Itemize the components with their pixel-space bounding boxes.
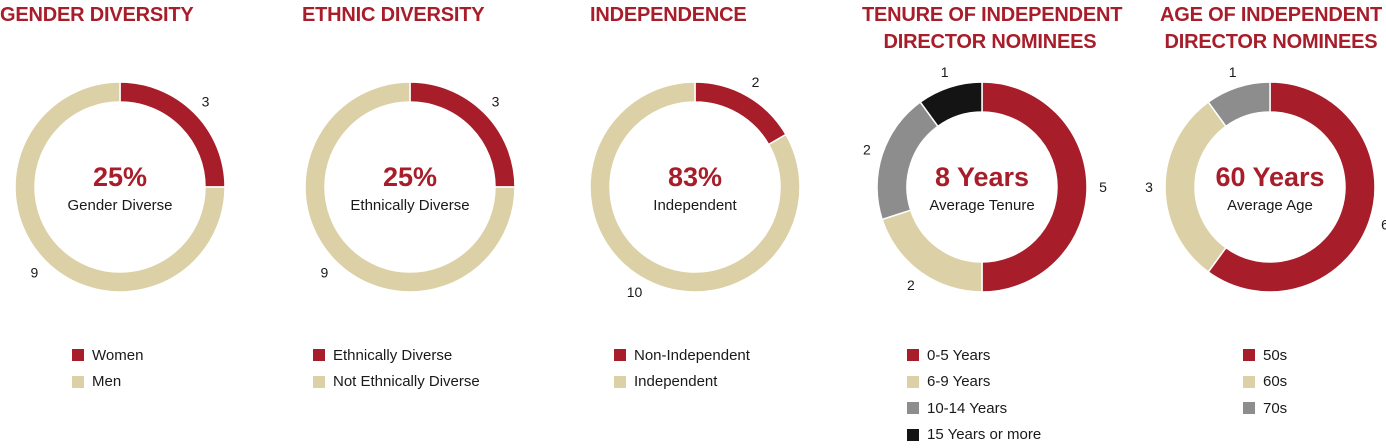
value-label-ethnically-diverse: 3	[492, 93, 500, 109]
legend-label: Independent	[634, 373, 717, 390]
slice-6-9-years	[882, 210, 982, 292]
chart-title-line-1: TENURE OF INDEPENDENT	[862, 4, 1122, 26]
center-value: 83%	[668, 162, 722, 192]
chart-title-line-1: AGE OF INDEPENDENT	[1160, 4, 1382, 26]
age-legend: 50s 60s 70s	[1243, 342, 1287, 422]
legend-label: Not Ethnically Diverse	[333, 373, 480, 390]
gender-diversity-donut: 3 9 25% Gender Diverse	[0, 70, 260, 310]
value-label-10-14-years: 2	[863, 142, 871, 158]
legend-label: 6-9 Years	[927, 373, 990, 390]
center-label: Average Tenure	[929, 197, 1034, 214]
legend-label: 15 Years or more	[927, 426, 1041, 443]
legend-swatch	[907, 429, 919, 441]
center-value: 60 Years	[1215, 162, 1324, 192]
independence-legend: Non-Independent Independent	[614, 342, 750, 395]
center-label: Ethnically Diverse	[350, 197, 469, 214]
legend-swatch	[1243, 349, 1255, 361]
legend-label: 50s	[1263, 347, 1287, 364]
ethnic-diversity-donut: 3 9 25% Ethnically Diverse	[302, 70, 562, 310]
legend-item-women: Women	[72, 342, 143, 369]
independence-donut: 2 10 83% Independent	[590, 70, 850, 310]
legend-item-15-years-or-more: 15 Years or more	[907, 422, 1041, 448]
legend-swatch	[907, 376, 919, 388]
value-label-non-independent: 2	[752, 74, 760, 90]
legend-swatch	[907, 402, 919, 414]
legend-label: Women	[92, 347, 143, 364]
tenure-panel: TENURE OF INDEPENDENT DIRECTOR NOMINEES …	[862, 0, 1122, 448]
chart-title: ETHNIC DIVERSITY	[302, 2, 484, 29]
tenure-legend: 0-5 Years 6-9 Years 10-14 Years 15 Years or…	[907, 342, 1041, 448]
value-label-50s: 6	[1381, 216, 1386, 232]
center-label: Gender Diverse	[67, 197, 172, 214]
legend-swatch	[1243, 376, 1255, 388]
legend-swatch	[614, 376, 626, 388]
value-label-15-years-or-more: 1	[941, 64, 949, 80]
legend-label: 60s	[1263, 373, 1287, 390]
center-value: 25%	[383, 162, 437, 192]
legend-label: 70s	[1263, 400, 1287, 417]
value-label-not-ethnically-diverse: 9	[321, 265, 329, 281]
legend-item-50s: 50s	[1243, 342, 1287, 369]
center-value: 8 Years	[935, 162, 1029, 192]
chart-title: INDEPENDENCE	[590, 2, 747, 29]
value-label-men: 9	[31, 265, 39, 281]
value-label-women: 3	[202, 93, 210, 109]
chart-title: GENDER DIVERSITY	[0, 2, 194, 29]
legend-label: Non-Independent	[634, 347, 750, 364]
value-label-independent: 10	[627, 284, 643, 300]
gender-diversity-legend: Women Men	[72, 342, 143, 395]
legend-label: 10-14 Years	[927, 400, 1007, 417]
legend-item-60s: 60s	[1243, 369, 1287, 396]
legend-item-70s: 70s	[1243, 395, 1287, 422]
ethnic-diversity-panel: ETHNIC DIVERSITY 3 9 25% Ethnically Diverse…	[302, 0, 592, 448]
legend-label: Ethnically Diverse	[333, 347, 452, 364]
legend-swatch	[72, 349, 84, 361]
legend-item-not-ethnically-diverse: Not Ethnically Diverse	[313, 369, 480, 396]
center-label: Average Age	[1227, 197, 1313, 214]
chart-title-line-2: DIRECTOR NOMINEES	[1165, 31, 1378, 53]
legend-item-10-14-years: 10-14 Years	[907, 395, 1041, 422]
legend-item-ethnically-diverse: Ethnically Diverse	[313, 342, 480, 369]
slice-non-independent	[695, 82, 786, 145]
value-label-70s: 1	[1229, 64, 1237, 80]
legend-item-non-independent: Non-Independent	[614, 342, 750, 369]
legend-swatch	[313, 376, 325, 388]
chart-title: TENURE OF INDEPENDENT DIRECTOR NOMINEES	[862, 2, 1118, 56]
legend-swatch	[72, 376, 84, 388]
center-value: 25%	[93, 162, 147, 192]
legend-item-6-9-years: 6-9 Years	[907, 369, 1041, 396]
chart-title-line-2: DIRECTOR NOMINEES	[884, 31, 1097, 53]
ethnic-diversity-legend: Ethnically Diverse Not Ethnically Diverse	[313, 342, 480, 395]
legend-swatch	[907, 349, 919, 361]
value-label-0-5-years: 5	[1099, 179, 1107, 195]
legend-item-0-5-years: 0-5 Years	[907, 342, 1041, 369]
legend-item-independent: Independent	[614, 369, 750, 396]
chart-title: AGE OF INDEPENDENT DIRECTOR NOMINEES	[1150, 2, 1386, 56]
legend-item-men: Men	[72, 369, 143, 396]
legend-swatch	[313, 349, 325, 361]
gender-diversity-panel: GENDER DIVERSITY 3 9 25% Gender Diverse Wom…	[0, 0, 290, 448]
value-label-6-9-years: 2	[907, 277, 915, 293]
legend-label: 0-5 Years	[927, 347, 990, 364]
legend-swatch	[614, 349, 626, 361]
legend-label: Men	[92, 373, 121, 390]
independence-panel: INDEPENDENCE 2 10 83% Independent Non-Indep…	[590, 0, 880, 448]
legend-swatch	[1243, 402, 1255, 414]
value-label-60s: 3	[1145, 179, 1153, 195]
center-label: Independent	[653, 197, 737, 214]
